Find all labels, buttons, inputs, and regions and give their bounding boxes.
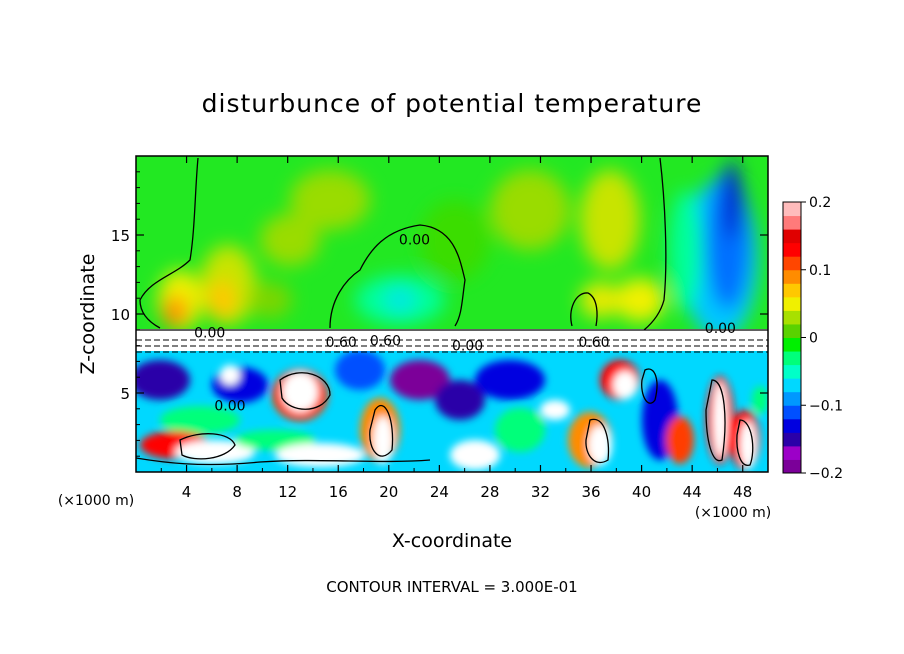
colorbar-tick-label: 0.1 xyxy=(809,263,831,279)
footer-note: CONTOUR INTERVAL = 3.000E-01 xyxy=(326,578,577,596)
y-tick-label: 5 xyxy=(120,385,130,403)
y-tick-label: 10 xyxy=(111,306,130,324)
colorbar-segment xyxy=(783,378,801,393)
y-axis-label: Z-coordinate xyxy=(77,254,99,375)
x-axis-label: X-coordinate xyxy=(392,530,512,552)
x-tick-label: 8 xyxy=(232,483,242,501)
x-tick-label: 44 xyxy=(683,483,702,501)
colorbar-segment xyxy=(783,269,801,284)
contour-label: 0.00 xyxy=(705,321,736,337)
x-tick-label: 24 xyxy=(430,483,449,501)
colorbar-segment xyxy=(783,323,801,338)
colorbar-segment xyxy=(783,445,801,460)
colorbar-segment xyxy=(783,202,801,217)
colorbar-segment xyxy=(783,459,801,474)
chart-title: disturbunce of potential temperature xyxy=(202,89,703,118)
upper-layer-field xyxy=(158,160,758,340)
colorbar-segment xyxy=(783,351,801,366)
x-tick-label: 48 xyxy=(733,483,752,501)
lower-layer-field xyxy=(136,350,768,470)
x-unit-left: (×1000 m) xyxy=(58,493,134,509)
contour-lines xyxy=(136,157,754,466)
x-tick-label: 32 xyxy=(531,483,550,501)
contour-label: 0.60 xyxy=(326,335,357,351)
colorbar-ticks: 0.2 0.1 0 −0.1 −0.2 xyxy=(801,195,843,482)
contour-label: 0.60 xyxy=(578,335,609,351)
colorbar-segment xyxy=(783,242,801,257)
contour-label: 0.00 xyxy=(452,338,483,354)
colorbar-segment xyxy=(783,405,801,420)
colorbar-segment xyxy=(783,337,801,352)
y-tick-label: 15 xyxy=(111,227,130,245)
colorbar-segment xyxy=(783,432,801,447)
x-tick-label: 36 xyxy=(581,483,600,501)
colorbar-segment xyxy=(783,391,801,406)
x-tick-label: 20 xyxy=(379,483,398,501)
colorbar-segment xyxy=(783,215,801,230)
colorbar-segment xyxy=(783,229,801,244)
x-axis: 4 8 12 16 20 24 28 32 36 40 44 48 xyxy=(160,156,752,501)
colorbar-segment xyxy=(783,283,801,298)
y-axis: 5 10 15 xyxy=(111,171,768,457)
x-tick-label: 16 xyxy=(329,483,348,501)
contour-label: 0.00 xyxy=(194,326,225,342)
colorbar-segment xyxy=(783,256,801,271)
colorbar-segment xyxy=(783,418,801,433)
plot-area: 0.00 0.60 0.60 0.00 0.60 0.00 0.00 0.00 xyxy=(136,156,768,472)
contour-labels: 0.00 0.60 0.60 0.00 0.60 0.00 0.00 0.00 xyxy=(194,232,736,414)
inversion-dashed-contours xyxy=(136,339,768,353)
colorbar xyxy=(783,202,801,474)
x-tick-label: 28 xyxy=(480,483,499,501)
x-tick-label: 40 xyxy=(632,483,651,501)
contour-label: 0.00 xyxy=(214,398,245,414)
colorbar-segment xyxy=(783,364,801,379)
contour-label: 0.60 xyxy=(370,334,401,350)
colorbar-tick-label: −0.1 xyxy=(809,398,843,414)
colorbar-tick-label: 0 xyxy=(809,331,818,347)
colorbar-segment xyxy=(783,310,801,325)
x-tick-label: 4 xyxy=(182,483,192,501)
x-unit-right: (×1000 m) xyxy=(695,505,771,521)
colorbar-segment xyxy=(783,296,801,311)
colorbar-tick-label: 0.2 xyxy=(809,195,831,211)
x-tick-label: 12 xyxy=(278,483,297,501)
colorbar-tick-label: −0.2 xyxy=(809,466,843,482)
contour-label: 0.00 xyxy=(399,232,430,248)
